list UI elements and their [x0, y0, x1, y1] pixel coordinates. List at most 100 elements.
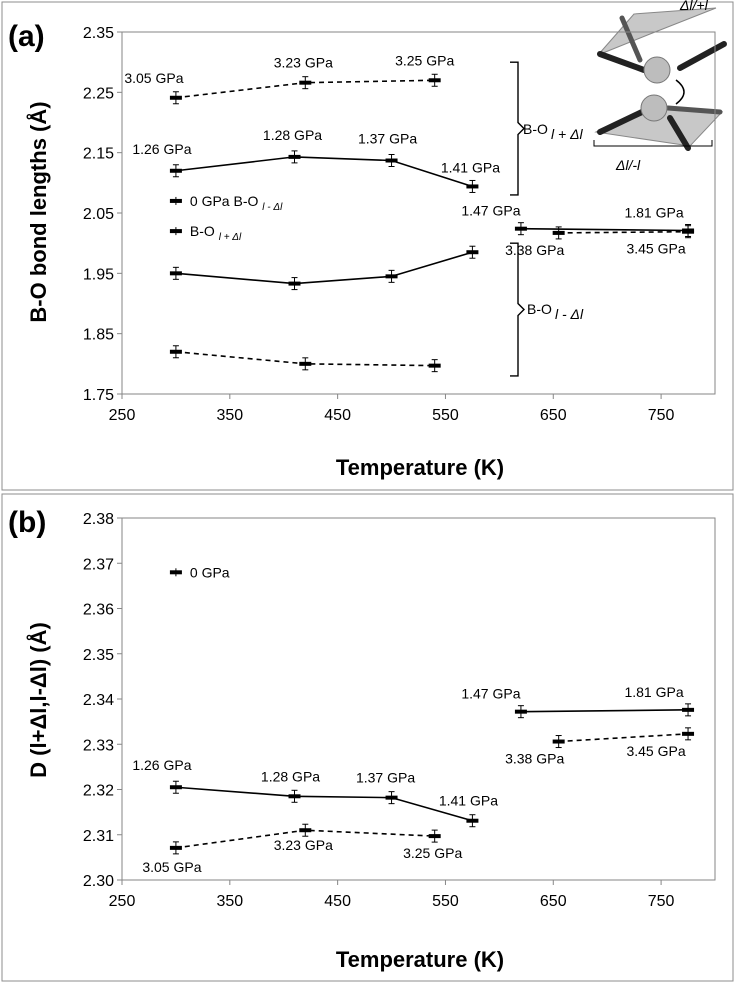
panel-b-y-tick-label: 2.35	[83, 647, 114, 664]
panel-a-y-tick-label: 2.15	[83, 146, 114, 163]
panel-b-pressure-label: 3.25 GPa	[403, 845, 462, 861]
panel-b-x-tick-label: 650	[540, 893, 567, 910]
panel-a-x-tick-label: 350	[216, 407, 243, 424]
bracket-lower	[510, 242, 525, 377]
inset-upper-atom	[643, 56, 671, 84]
panel-b-pressure-label: 1.26 GPa	[132, 757, 191, 773]
inset-bond-6	[665, 105, 723, 115]
inset-bond-5	[667, 115, 691, 151]
panel-a-pressure-label: 3.25 GPa	[395, 52, 454, 68]
panel-a-pressure-label: 3.38 GPa	[505, 242, 564, 258]
panel-a-x-tick-label: 550	[432, 407, 459, 424]
panel-b-y-tick-label: 2.30	[83, 873, 114, 890]
panel-b-x-tick-label: 550	[432, 893, 459, 910]
panel-a-series-2	[169, 245, 479, 291]
panel-a-y-axis-title: B-O bond lengths (Å)	[25, 101, 51, 322]
panel-b-y-tick-label: 2.34	[83, 692, 114, 709]
panel-b-series-line	[175, 786, 473, 822]
panel-b-x-tick-label: 450	[324, 893, 351, 910]
panel-a-frame	[1, 1, 734, 491]
panel-b-y-tick-label: 2.31	[83, 828, 114, 845]
panel-a-marker-label: B-O l + Δl	[190, 223, 242, 243]
panel-a-pressure-label: 1.28 GPa	[263, 127, 322, 143]
panel-a-pressure-label: 3.45 GPa	[626, 241, 685, 257]
inset-bottom-label: Δl/-l	[615, 157, 641, 173]
panel-a-series-line	[175, 156, 473, 188]
panel-b-pressure-label: 3.23 GPa	[274, 837, 333, 853]
inset-bond-3	[619, 15, 643, 63]
panel-a-pressure-label: 3.05 GPa	[124, 70, 183, 86]
panel-a-y-tick-label: 1.75	[83, 387, 114, 404]
panel-a-marker-subscript: l + Δl	[219, 232, 242, 243]
panel-a-series-line	[520, 227, 689, 232]
panel-b-marker-label: 0 GPa	[190, 564, 230, 580]
panel-b-x-tick-label: 750	[648, 893, 675, 910]
panel-b-series-0: 1.26 GPa 1.28 GPa 1.37 GPa 1.41 GPa	[132, 757, 498, 828]
panel-a-y-tick-label: 1.95	[83, 266, 114, 283]
panel-b-series-1: 3.05 GPa 3.23 GPa 3.25 GPa	[142, 823, 462, 875]
panel-a-series-3	[169, 345, 441, 373]
panel-b-series-3: 3.38 GPa 3.45 GPa	[505, 727, 695, 767]
panel-b-pressure-label: 3.05 GPa	[142, 859, 201, 875]
bracket-upper	[510, 61, 525, 196]
panel-a-y-tick-label: 1.85	[83, 327, 114, 344]
bracket-label-lower-text: B-O	[527, 301, 552, 317]
panel-a-x-tick-label: 750	[648, 407, 675, 424]
panel-b-pressure-label: 1.28 GPa	[261, 768, 320, 784]
panel-a-pressure-label: 1.47 GPa	[461, 203, 520, 219]
panel-b-series-line	[558, 733, 689, 743]
panel-a-label: (a)	[8, 20, 45, 53]
panel-b-pressure-label: 1.41 GPa	[439, 793, 498, 809]
bracket-label-lower-sub: l - Δl	[555, 306, 584, 322]
panel-b-y-tick-label: 2.38	[83, 511, 114, 528]
panel-b-pressure-label: 1.37 GPa	[356, 770, 415, 786]
inset-bond-2	[677, 41, 727, 71]
panel-a-y-tick-label: 2.35	[83, 25, 114, 42]
panel-a-marker-label: 0 GPa B-O l - Δl	[190, 193, 283, 213]
inset-lower-atom	[640, 94, 668, 122]
panel-b-y-tick-label: 2.32	[83, 783, 114, 800]
inset-top-label: Δl/+l	[679, 0, 709, 13]
panel-b-series-2: 1.47 GPa 1.81 GPa	[461, 684, 695, 719]
panel-a-series-5: 3.38 GPa 3.45 GPa	[505, 225, 695, 258]
panel-b-pressure-label: 3.38 GPa	[505, 751, 564, 767]
panel-a-pressure-label: 3.23 GPa	[274, 55, 333, 71]
inset-arrow	[675, 79, 685, 105]
panel-a-pressure-label: 1.41 GPa	[441, 159, 500, 175]
panel-a-series-line	[558, 230, 689, 234]
panel-a-pressure-label: 1.37 GPa	[358, 131, 417, 147]
panel-a-x-tick-label: 250	[109, 407, 136, 424]
inset-dimension-bracket	[593, 140, 713, 147]
panel-b-x-tick-label: 350	[216, 893, 243, 910]
bracket-label-upper: B-O l + Δl	[523, 121, 583, 142]
panel-b-y-tick-label: 2.36	[83, 602, 114, 619]
panel-b-y-tick-label: 2.33	[83, 737, 114, 754]
panel-a-y-tick-label: 2.25	[83, 85, 114, 102]
panel-a-x-tick-label: 450	[324, 407, 351, 424]
panel-a-series-line	[175, 251, 473, 285]
panel-a-x-axis-title: Temperature (K)	[336, 455, 504, 480]
structure-inset: Δl/+l Δl/-l	[593, 0, 727, 173]
panel-b-y-tick-label: 2.37	[83, 556, 114, 573]
panel-a-x-tick-label: 650	[540, 407, 567, 424]
panel-b-x-axis-title: Temperature (K)	[336, 947, 504, 972]
panel-a-y-tick-label: 2.05	[83, 206, 114, 223]
panel-b-x-tick-label: 250	[109, 893, 136, 910]
inset-bond-1	[597, 51, 647, 73]
panel-a-series-1: 1.26 GPa 1.28 GPa 1.37 GPa 1.41 GPa	[132, 127, 500, 193]
panel-b-label: (b)	[8, 506, 46, 539]
panel-b-pressure-label: 3.45 GPa	[626, 743, 685, 759]
bracket-label-lower: B-O l - Δl	[527, 301, 584, 322]
panel-b-frame	[1, 493, 734, 982]
bracket-label-upper-sub: l + Δl	[551, 126, 583, 142]
panel-b-series-line	[520, 709, 689, 713]
panel-b-y-axis-title: D (l+Δl,l-Δl) (Å)	[25, 622, 51, 778]
panel-a-pressure-label: 1.81 GPa	[624, 204, 683, 220]
panel-b-pressure-label: 1.81 GPa	[624, 684, 683, 700]
inset-bond-4	[597, 109, 645, 135]
panel-b-pressure-label: 1.47 GPa	[461, 686, 520, 702]
panel-a-pressure-label: 1.26 GPa	[132, 141, 191, 157]
panel-a-series-0: 3.05 GPa 3.23 GPa 3.25 GPa	[124, 52, 454, 105]
